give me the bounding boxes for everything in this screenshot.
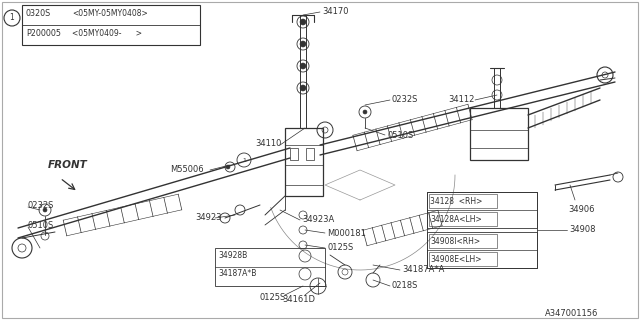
Circle shape	[43, 208, 47, 212]
Text: 34908: 34908	[569, 226, 595, 235]
Text: 34923A: 34923A	[302, 215, 334, 225]
Circle shape	[363, 110, 367, 114]
Text: 34170: 34170	[322, 7, 349, 17]
Bar	[470, 108, 528, 160]
Bar	[285, 128, 323, 196]
Text: <05MY0409-      >: <05MY0409- >	[72, 28, 142, 37]
Text: 34161D: 34161D	[282, 295, 315, 305]
Text: 34110: 34110	[255, 139, 282, 148]
Bar	[427, 232, 537, 268]
Circle shape	[226, 165, 230, 169]
Text: A347001156: A347001156	[545, 308, 598, 317]
Text: 34923: 34923	[195, 213, 221, 222]
Bar	[215, 248, 325, 286]
Text: M55006: M55006	[170, 165, 204, 174]
Text: 0125S: 0125S	[327, 244, 353, 252]
Bar	[427, 192, 537, 228]
Bar	[290, 148, 298, 160]
Text: 0320S: 0320S	[26, 9, 51, 18]
Text: 34187A*A: 34187A*A	[402, 266, 444, 275]
Text: 1: 1	[10, 13, 14, 22]
Text: 34128  <RH>: 34128 <RH>	[430, 196, 483, 205]
Circle shape	[300, 85, 306, 91]
Text: 34128A<LH>: 34128A<LH>	[430, 214, 482, 223]
Text: 34908E<LH>: 34908E<LH>	[430, 254, 481, 263]
Text: P200005: P200005	[26, 28, 61, 37]
Text: 34908I<RH>: 34908I<RH>	[430, 236, 480, 245]
Text: 0218S: 0218S	[392, 282, 419, 291]
Text: 0510S: 0510S	[28, 220, 54, 229]
Text: <05MY-05MY0408>: <05MY-05MY0408>	[72, 9, 148, 18]
Text: 0125S: 0125S	[260, 293, 286, 302]
Circle shape	[300, 19, 306, 25]
Bar	[427, 192, 537, 268]
Text: 34928B: 34928B	[218, 252, 247, 260]
Text: 0232S: 0232S	[392, 95, 419, 105]
Bar	[429, 212, 497, 226]
Text: FRONT: FRONT	[48, 160, 88, 170]
Circle shape	[300, 41, 306, 47]
Text: 34112: 34112	[448, 95, 474, 105]
Text: 1: 1	[242, 157, 246, 163]
Bar	[306, 148, 314, 160]
Bar	[429, 194, 497, 208]
Text: 0510S: 0510S	[387, 131, 413, 140]
Bar	[429, 234, 497, 248]
Text: 34187A*B: 34187A*B	[218, 269, 257, 278]
Circle shape	[300, 63, 306, 69]
Bar	[22, 5, 200, 45]
Text: 34906: 34906	[568, 205, 595, 214]
Text: 0232S: 0232S	[28, 201, 54, 210]
Bar	[429, 252, 497, 266]
Text: M000181: M000181	[327, 228, 366, 237]
